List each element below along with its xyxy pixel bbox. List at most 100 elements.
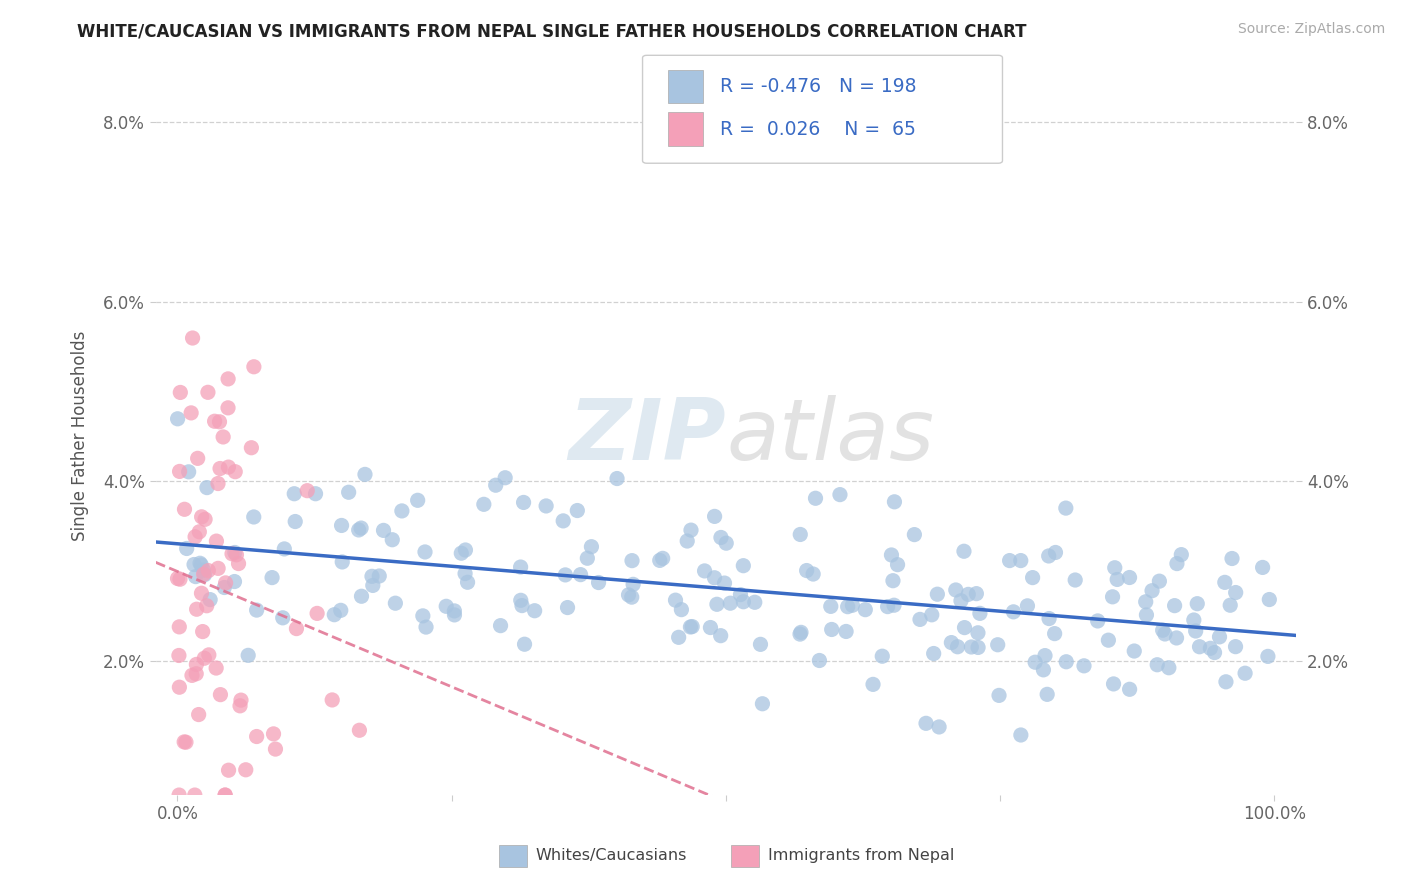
Point — [513, 637, 536, 651]
Point — [191, 624, 214, 639]
Point — [553, 514, 575, 528]
Point — [710, 531, 733, 545]
Point — [329, 603, 352, 617]
Point — [181, 331, 204, 345]
Point — [193, 567, 215, 582]
Point — [166, 572, 188, 586]
Text: ZIP: ZIP — [568, 395, 725, 478]
Point — [183, 558, 205, 572]
Point — [406, 493, 429, 508]
Point — [1182, 613, 1205, 627]
Point — [169, 465, 191, 479]
Point — [1152, 624, 1174, 638]
Point — [273, 541, 295, 556]
Text: WHITE/CAUCASIAN VS IMMIGRANTS FROM NEPAL SINGLE FATHER HOUSEHOLDS CORRELATION CH: WHITE/CAUCASIAN VS IMMIGRANTS FROM NEPAL… — [77, 22, 1026, 40]
Point — [224, 574, 246, 589]
Point — [967, 625, 990, 640]
Text: R =  0.026    N =  65: R = 0.026 N = 65 — [720, 120, 915, 139]
Point — [412, 608, 434, 623]
Point — [1188, 640, 1211, 654]
Point — [1032, 663, 1054, 677]
Point — [988, 689, 1011, 703]
Point — [330, 555, 353, 569]
Point — [347, 523, 370, 537]
Point — [167, 788, 190, 802]
Point — [186, 602, 208, 616]
Point — [1087, 614, 1109, 628]
Point — [567, 503, 589, 517]
Point — [841, 599, 863, 613]
Point — [987, 638, 1010, 652]
Point — [1213, 575, 1236, 590]
Point — [1251, 560, 1274, 574]
Point — [883, 598, 905, 612]
Point — [228, 557, 250, 571]
Point — [512, 495, 534, 509]
Point — [554, 568, 576, 582]
Point — [229, 693, 252, 707]
Point — [837, 599, 859, 614]
Point — [1104, 560, 1126, 574]
Point — [946, 640, 969, 654]
Point — [271, 611, 294, 625]
Point — [1097, 633, 1119, 648]
Point — [434, 599, 457, 614]
Point — [307, 607, 329, 621]
Point — [1187, 597, 1209, 611]
Point — [821, 623, 844, 637]
Point — [751, 697, 773, 711]
Point — [1064, 573, 1087, 587]
Point — [381, 533, 404, 547]
Point — [195, 599, 218, 613]
Point — [1045, 545, 1067, 559]
Point — [169, 572, 191, 586]
Point — [208, 415, 231, 429]
Point — [1102, 677, 1125, 691]
Point — [169, 620, 191, 634]
Point — [450, 546, 472, 560]
Point — [443, 604, 465, 618]
Point — [1225, 640, 1247, 654]
Point — [953, 621, 976, 635]
Point — [235, 763, 257, 777]
Point — [188, 556, 211, 570]
Point — [181, 668, 204, 682]
Point — [1033, 648, 1056, 663]
Point — [193, 567, 215, 582]
Point — [576, 551, 599, 566]
Point — [224, 465, 246, 479]
Point — [284, 515, 307, 529]
Point — [350, 589, 373, 603]
Point — [197, 564, 219, 578]
Point — [190, 509, 212, 524]
Point — [176, 541, 198, 556]
Point — [193, 563, 215, 577]
Point — [1036, 687, 1059, 701]
Point — [790, 625, 813, 640]
Point — [489, 618, 512, 632]
Point — [1135, 595, 1157, 609]
Point — [1010, 553, 1032, 567]
Point — [494, 471, 516, 485]
Point — [361, 569, 384, 583]
Point — [190, 586, 212, 600]
Text: R = -0.476   N = 198: R = -0.476 N = 198 — [720, 77, 917, 96]
Point — [166, 412, 188, 426]
Point — [853, 602, 876, 616]
Point — [188, 524, 211, 539]
Point — [880, 548, 903, 562]
Point — [246, 603, 269, 617]
Point — [523, 604, 546, 618]
Point — [1038, 549, 1060, 563]
Point — [960, 640, 983, 654]
Point — [1258, 592, 1281, 607]
Point — [207, 561, 229, 575]
Point — [243, 359, 266, 374]
Point — [1101, 590, 1123, 604]
Point — [321, 693, 343, 707]
Point — [915, 716, 938, 731]
Point — [415, 620, 437, 634]
Point — [443, 607, 465, 622]
Point — [509, 560, 531, 574]
Point — [180, 406, 202, 420]
